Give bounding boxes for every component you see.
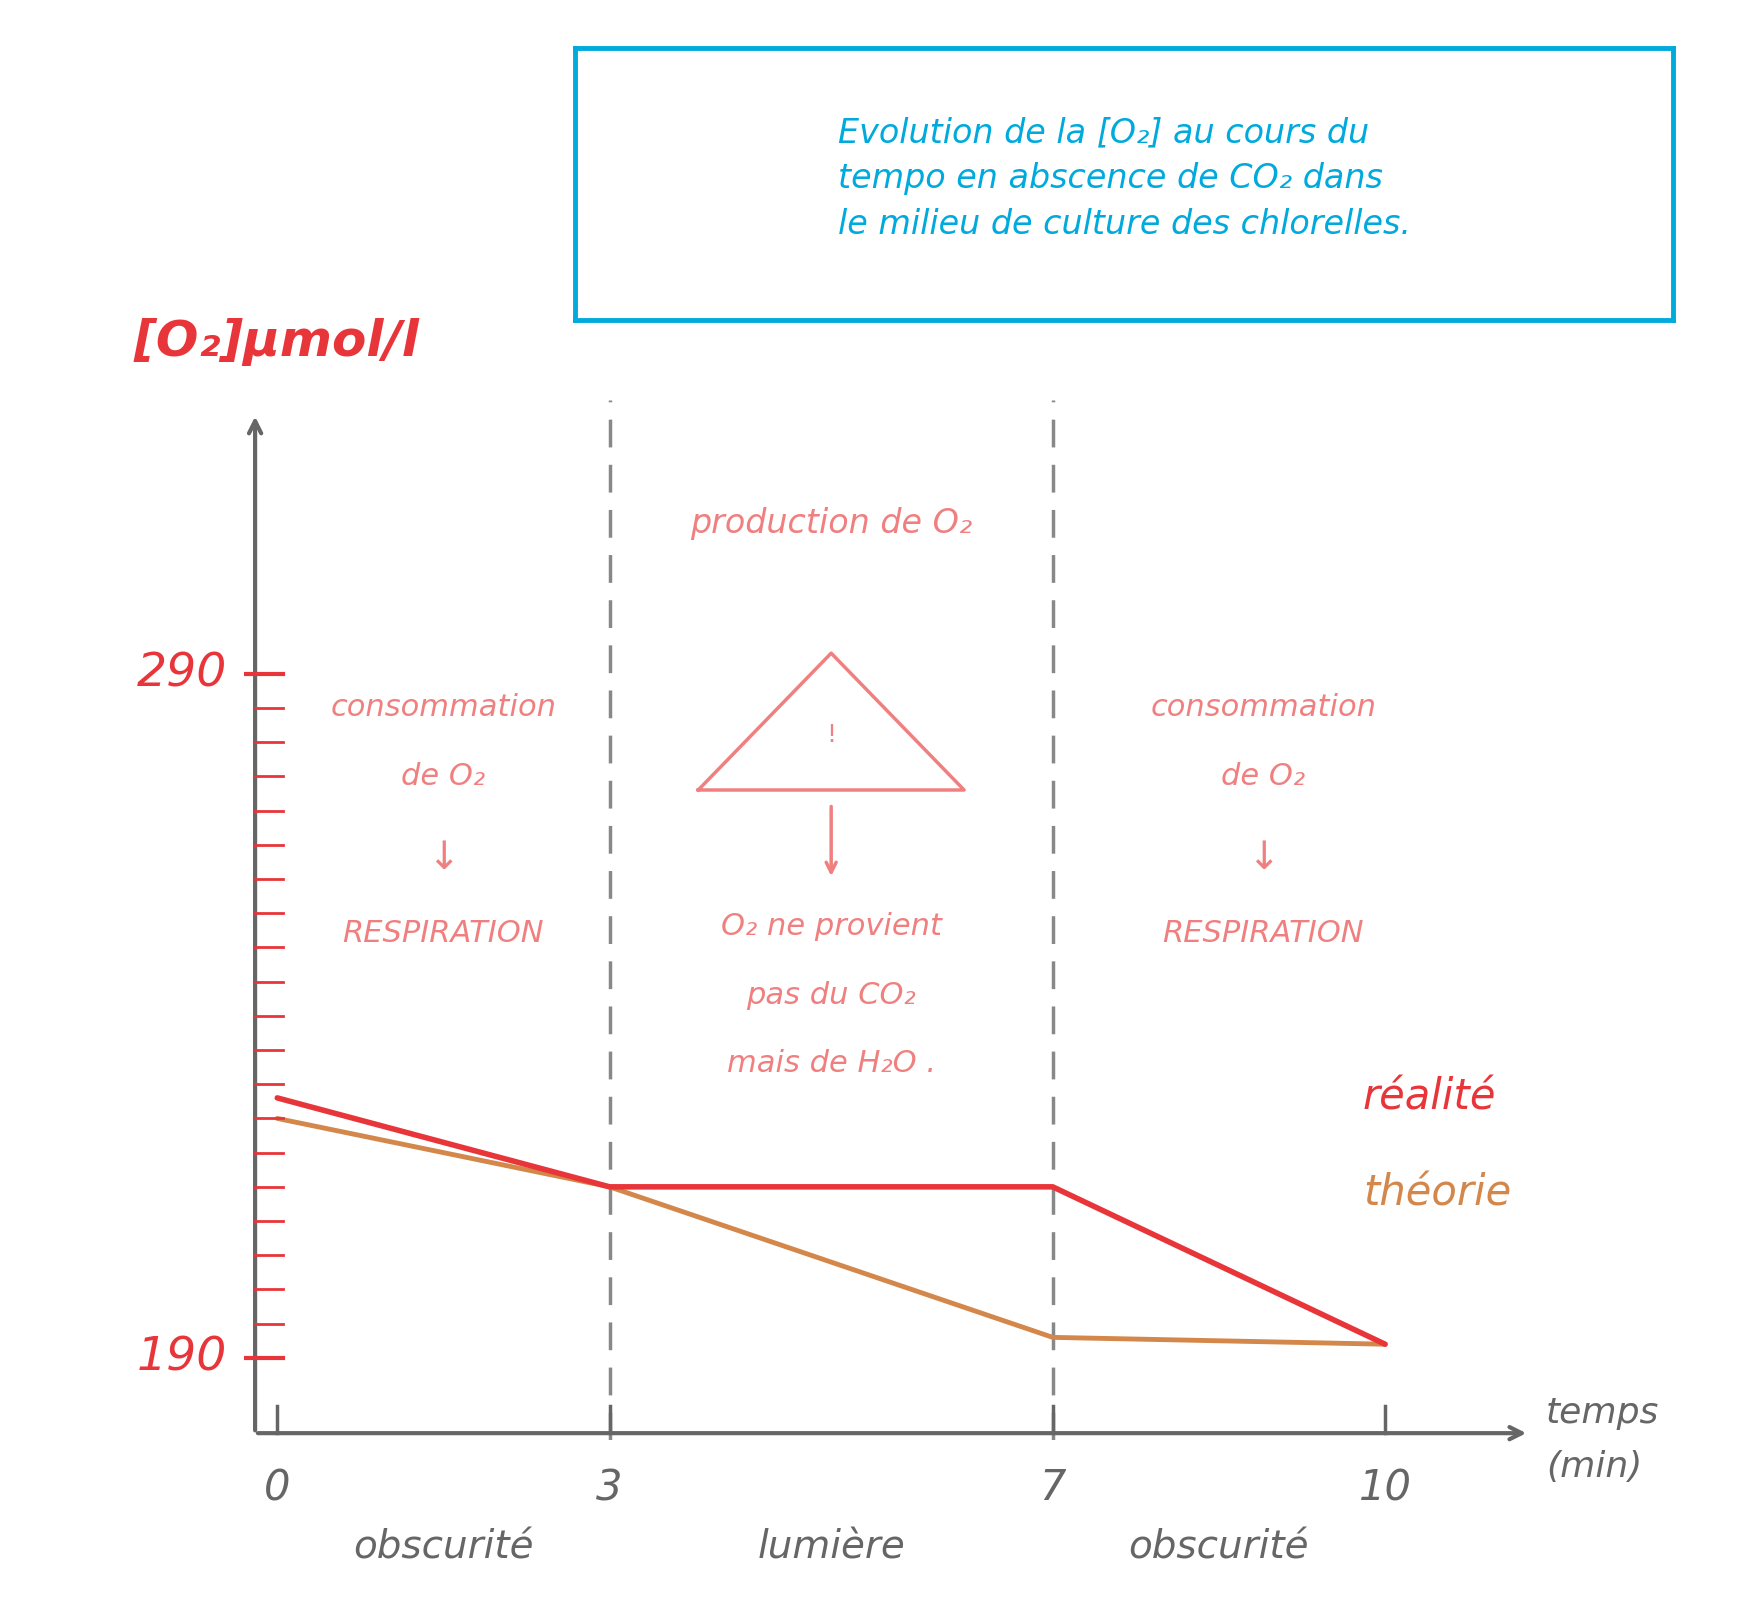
Text: 290: 290 [138,651,227,696]
Text: Evolution de la [O₂] au cours du
tempo en abscence de CO₂ dans
le milieu de cult: Evolution de la [O₂] au cours du tempo e… [838,117,1410,242]
Text: !: ! [826,723,837,747]
Text: consommation: consommation [331,693,556,722]
Text: de O₂: de O₂ [1222,762,1306,790]
Text: pas du CO₂: pas du CO₂ [746,981,917,1010]
Text: temps: temps [1546,1395,1659,1430]
Text: production de O₂: production de O₂ [690,507,973,539]
Text: consommation: consommation [1150,693,1377,722]
Text: ↓: ↓ [1246,840,1279,877]
Text: 10: 10 [1358,1467,1412,1509]
Text: (min): (min) [1546,1450,1642,1485]
Text: théorie: théorie [1363,1173,1511,1214]
Text: obscurité: obscurité [354,1530,533,1566]
Text: réalité: réalité [1363,1077,1497,1118]
Text: 0: 0 [263,1467,291,1509]
Text: mais de H₂O .: mais de H₂O . [727,1050,936,1078]
Text: ↓: ↓ [427,840,460,877]
Text: 3: 3 [596,1467,622,1509]
Text: RESPIRATION: RESPIRATION [1163,918,1365,949]
Text: O₂ ne provient: O₂ ne provient [720,912,941,941]
Text: 7: 7 [1039,1467,1067,1509]
Text: obscurité: obscurité [1129,1530,1309,1566]
Text: lumière: lumière [756,1530,905,1566]
Text: [O₂]μmol/l: [O₂]μmol/l [132,318,418,366]
Text: RESPIRATION: RESPIRATION [343,918,544,949]
Text: 190: 190 [138,1336,227,1381]
Text: de O₂: de O₂ [401,762,486,790]
